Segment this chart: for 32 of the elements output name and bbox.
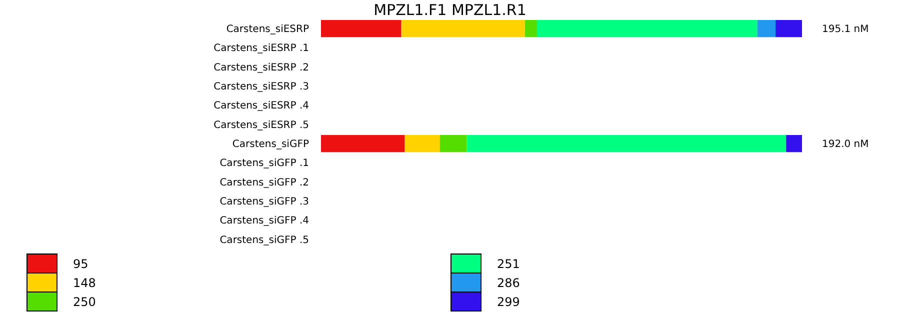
y-tick-label: Carstens_siGFP .1 <box>220 158 309 170</box>
bar <box>321 135 405 152</box>
chart-title: MPZL1.F1 MPZL1.R1 <box>374 1 526 19</box>
y-tick-label: Carstens_siESRP .5 <box>214 120 309 131</box>
y-tick-label: Carstens_siGFP <box>232 139 309 150</box>
y-tick-label: Carstens_siGFP .2 <box>220 177 309 188</box>
legend-label: 95 <box>73 257 88 271</box>
legend-label: 250 <box>73 295 96 309</box>
y-tick-label: Carstens_siGFP .4 <box>220 216 309 227</box>
annotation: 192.0 nM <box>822 139 869 150</box>
bar <box>401 20 525 38</box>
annotation: 195.1 nM <box>822 24 869 35</box>
bar <box>321 20 402 38</box>
y-tick-label: Carstens_siESRP .3 <box>214 82 309 93</box>
y-tick-label: Carstens_siGFP .5 <box>220 234 309 246</box>
legend-label: 286 <box>497 276 520 290</box>
bar <box>536 20 758 38</box>
y-tick-label: Carstens_siESRP .4 <box>214 100 309 112</box>
bar <box>440 135 467 152</box>
bar <box>757 20 776 38</box>
y-tick-label: Carstens_siGFP .3 <box>220 196 309 208</box>
legend-label: 148 <box>73 276 96 290</box>
legend-label: 299 <box>497 295 520 309</box>
bar <box>466 135 786 152</box>
bar <box>776 20 802 38</box>
bar <box>524 20 537 38</box>
y-tick-label: Carstens_siESRP .2 <box>214 62 309 74</box>
bar <box>786 135 802 152</box>
bar <box>404 135 440 152</box>
y-tick-label: Carstens_siESRP .1 <box>214 43 309 54</box>
legend-label: 251 <box>497 257 520 271</box>
y-tick-label: Carstens_siESRP <box>226 24 309 35</box>
